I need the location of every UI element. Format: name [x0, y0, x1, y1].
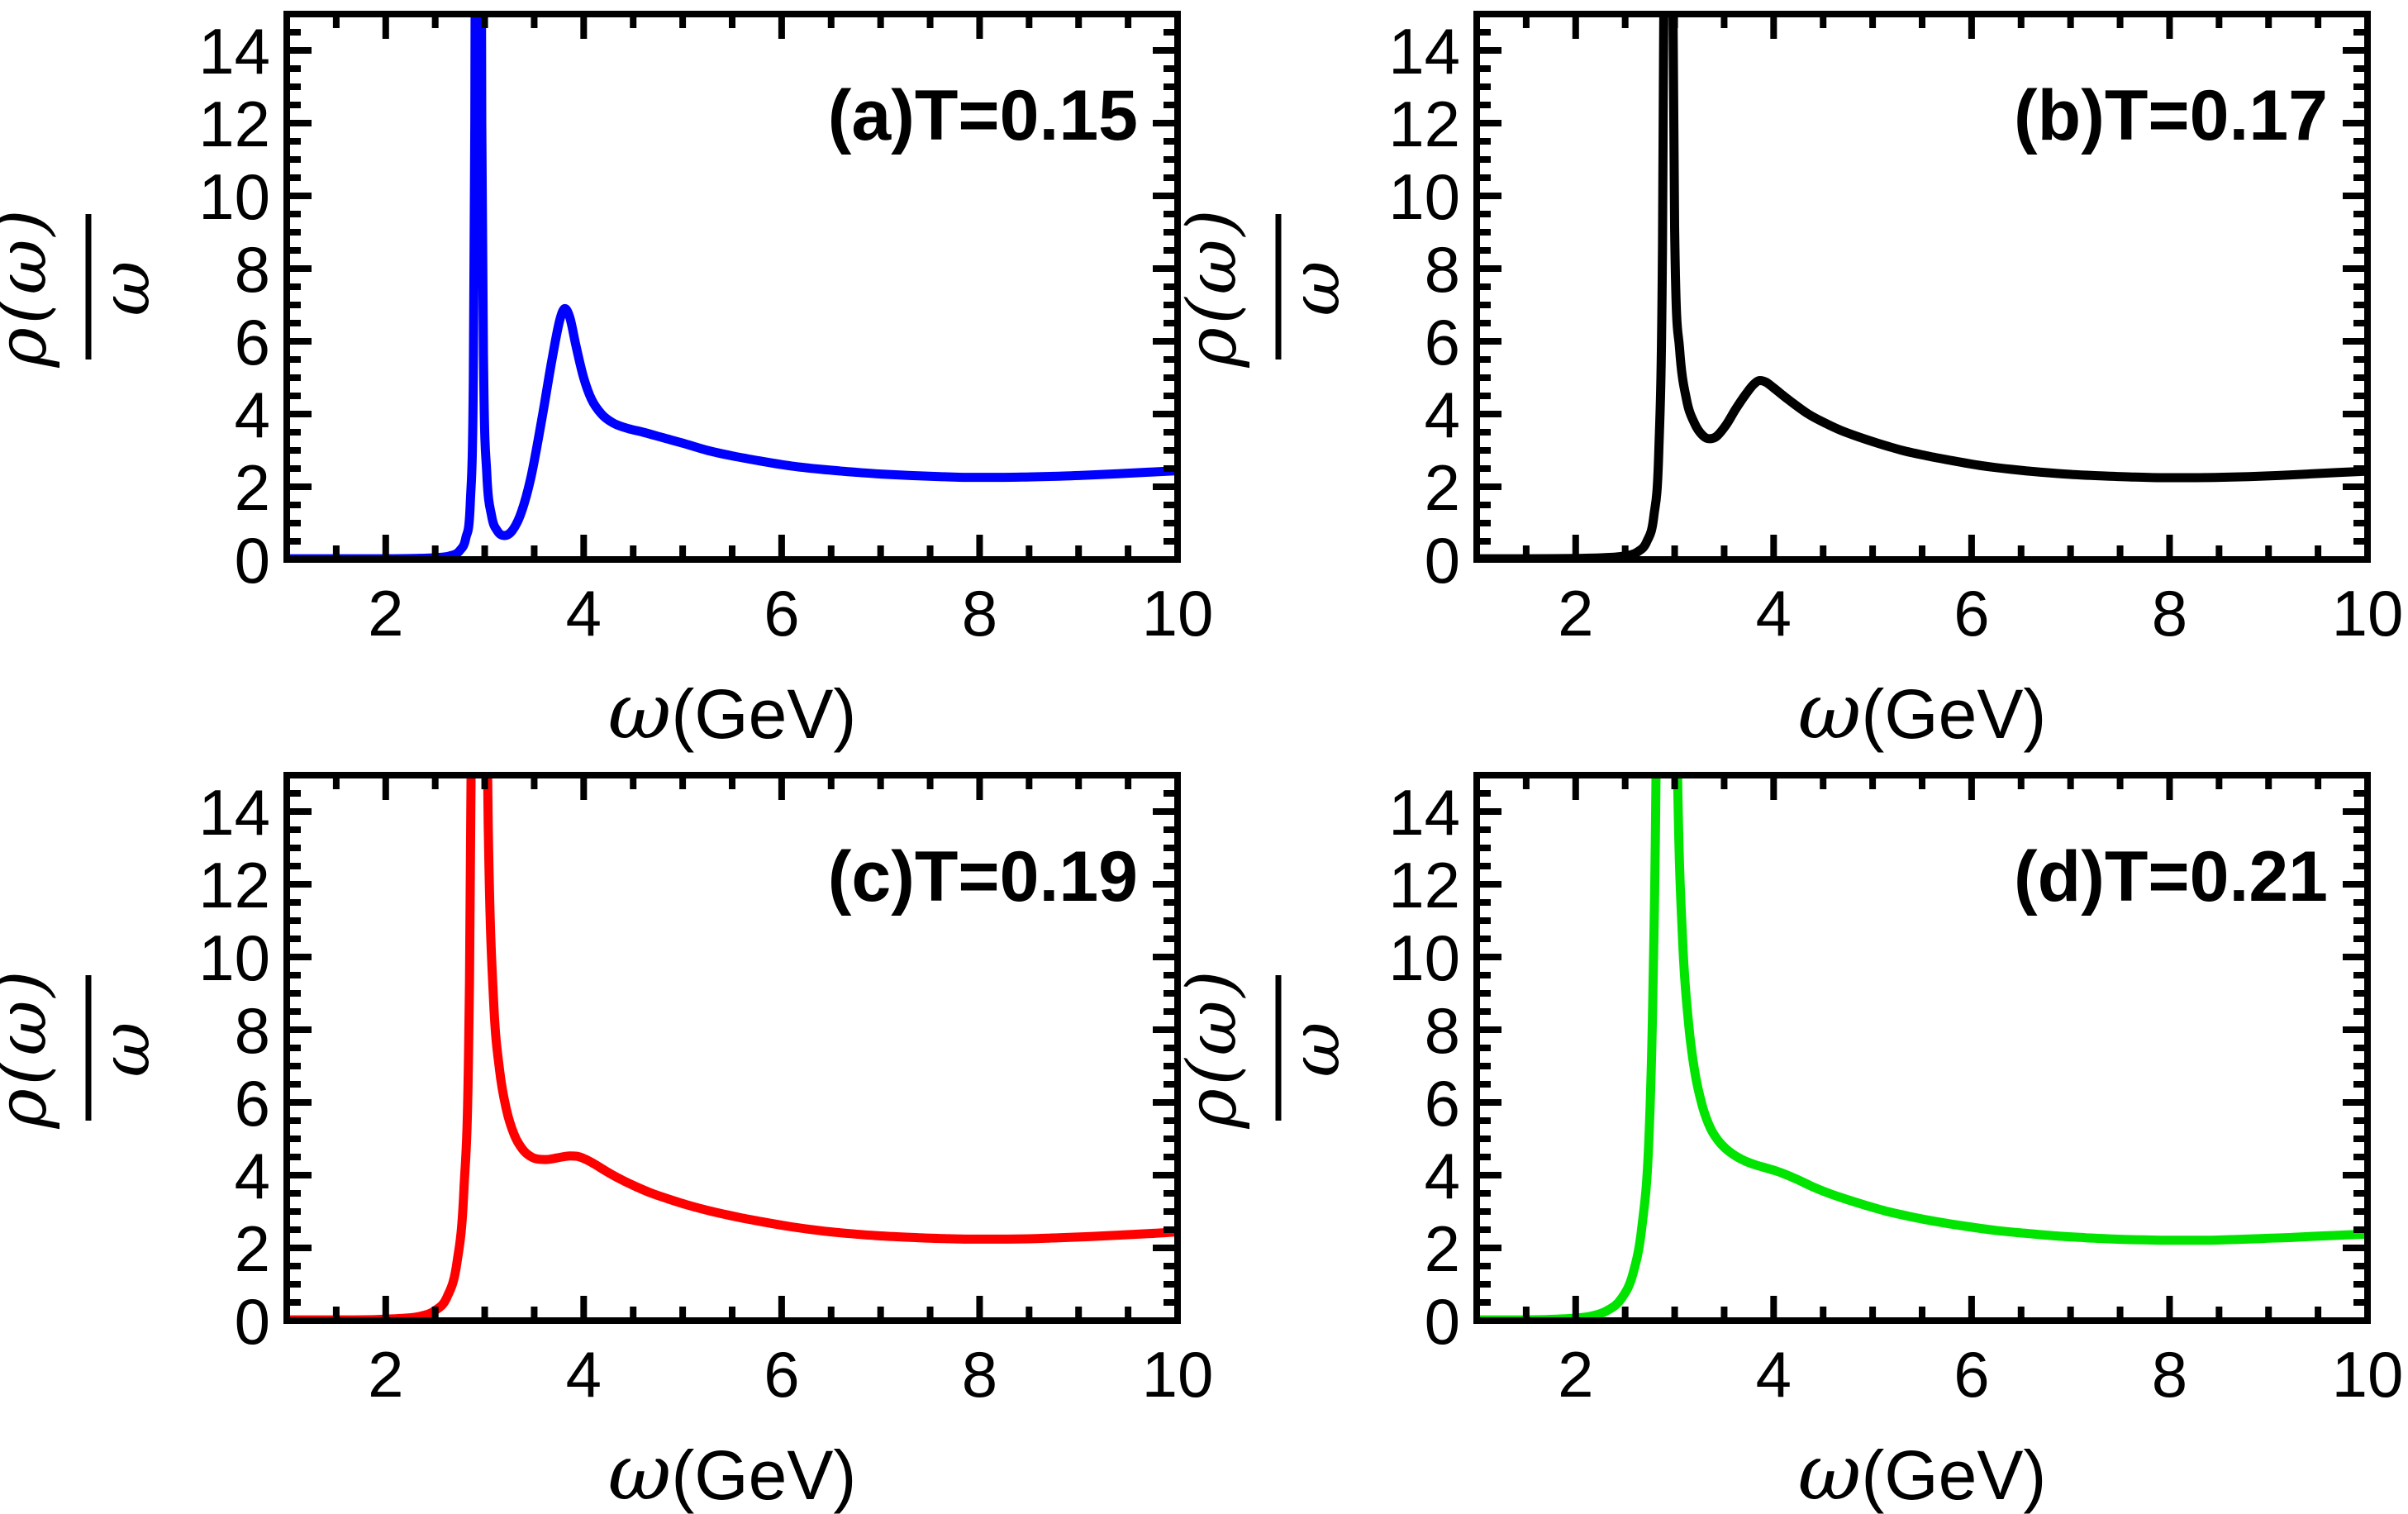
y-axis-label-numerator: ρ(ω) [0, 206, 62, 368]
y-tick-label: 2 [1425, 1212, 1460, 1285]
x-tick-label: 8 [962, 577, 997, 650]
x-tick-label: 10 [1142, 577, 1214, 650]
y-axis-label-denominator: ω [87, 1019, 165, 1078]
y-tick-label: 4 [1425, 378, 1460, 451]
x-tick-label: 4 [566, 577, 602, 650]
y-tick-label: 14 [1388, 15, 1460, 88]
y-tick-label: 0 [1425, 1285, 1460, 1358]
y-tick-label: 8 [1425, 233, 1460, 306]
y-tick-label: 4 [235, 1140, 270, 1212]
y-tick-label: 14 [1388, 776, 1460, 849]
y-tick-label: 14 [198, 776, 270, 849]
y-tick-label: 12 [198, 88, 270, 160]
x-axis-label: ω(GeV) [608, 667, 857, 757]
x-tick-label: 6 [764, 577, 799, 650]
x-axis-label: ω(GeV) [1798, 667, 2047, 757]
y-tick-label: 12 [1388, 849, 1460, 921]
y-tick-label: 2 [235, 1212, 270, 1285]
panel-a-title: (a)T=0.15 [828, 76, 1138, 155]
x-axis-label-symbol: ω [1798, 1428, 1862, 1514]
y-tick-label: 8 [235, 994, 270, 1067]
y-tick-label: 4 [1425, 1140, 1460, 1212]
curve-d [1477, 775, 2368, 1321]
y-axis-label-denominator: ω [87, 258, 165, 317]
x-tick-label: 2 [1558, 1338, 1593, 1411]
x-tick-label: 8 [2152, 1338, 2187, 1411]
x-tick-label: 8 [2152, 577, 2187, 650]
y-tick-label: 10 [1388, 921, 1460, 994]
curve-c [287, 775, 1178, 1321]
y-tick-label: 6 [235, 306, 270, 378]
plot-frame [283, 772, 1181, 1324]
y-tick-label: 8 [1425, 994, 1460, 1067]
y-axis-label-numerator: ρ(ω) [1173, 967, 1252, 1129]
y-tick-label: 12 [1388, 88, 1460, 160]
panel-b-title: (b)T=0.17 [2014, 76, 2328, 155]
y-tick-label: 6 [1425, 1067, 1460, 1140]
x-tick-label: 2 [1558, 577, 1593, 650]
panel-d-title: (d)T=0.21 [2014, 837, 2328, 916]
y-axis-label-numerator: ρ(ω) [0, 967, 62, 1129]
x-tick-label: 4 [1756, 1338, 1792, 1411]
y-tick-label: 0 [235, 524, 270, 597]
y-tick-label: 2 [235, 451, 270, 524]
x-tick-label: 2 [368, 577, 403, 650]
y-axis-label-denominator: ω [1277, 258, 1355, 317]
plot-frame [1473, 772, 2371, 1324]
x-axis-label-unit: (GeV) [1861, 675, 2046, 753]
x-tick-label: 2 [368, 1338, 403, 1411]
y-tick-label: 6 [1425, 306, 1460, 378]
plot-frame [1473, 11, 2371, 563]
y-tick-label: 2 [1425, 451, 1460, 524]
x-axis-label: ω(GeV) [608, 1428, 857, 1514]
x-tick-label: 8 [962, 1338, 997, 1411]
x-tick-label: 6 [764, 1338, 799, 1411]
x-axis-label-unit: (GeV) [671, 675, 856, 753]
x-tick-label: 6 [1954, 577, 1989, 650]
x-tick-label: 6 [1954, 1338, 1989, 1411]
x-axis-label-symbol: ω [608, 667, 672, 757]
curve-b [1477, 14, 2368, 559]
y-tick-label: 4 [235, 378, 270, 451]
x-tick-label: 10 [1142, 1338, 1214, 1411]
y-tick-label: 12 [198, 849, 270, 921]
y-tick-label: 0 [235, 1285, 270, 1358]
x-tick-label: 4 [1756, 577, 1792, 650]
y-tick-label: 6 [235, 1067, 270, 1140]
y-tick-label: 10 [1388, 160, 1460, 233]
plot-frame [283, 11, 1181, 563]
x-axis-label: ω(GeV) [1798, 1428, 2047, 1514]
x-tick-label: 10 [2332, 1338, 2404, 1411]
y-axis-label-numerator: ρ(ω) [1173, 206, 1252, 368]
y-tick-label: 10 [198, 921, 270, 994]
y-tick-label: 0 [1425, 524, 1460, 597]
x-axis-label-unit: (GeV) [1861, 1436, 2046, 1514]
panel-c-title: (c)T=0.19 [828, 837, 1138, 916]
x-axis-label-symbol: ω [608, 1428, 672, 1514]
curve-a [287, 14, 1178, 559]
y-tick-label: 14 [198, 15, 270, 88]
x-tick-label: 10 [2332, 577, 2404, 650]
x-axis-label-unit: (GeV) [671, 1436, 856, 1514]
y-axis-label-denominator: ω [1277, 1019, 1355, 1078]
x-tick-label: 4 [566, 1338, 602, 1411]
x-axis-label-symbol: ω [1798, 667, 1862, 757]
y-tick-label: 10 [198, 160, 270, 233]
y-tick-label: 8 [235, 233, 270, 306]
